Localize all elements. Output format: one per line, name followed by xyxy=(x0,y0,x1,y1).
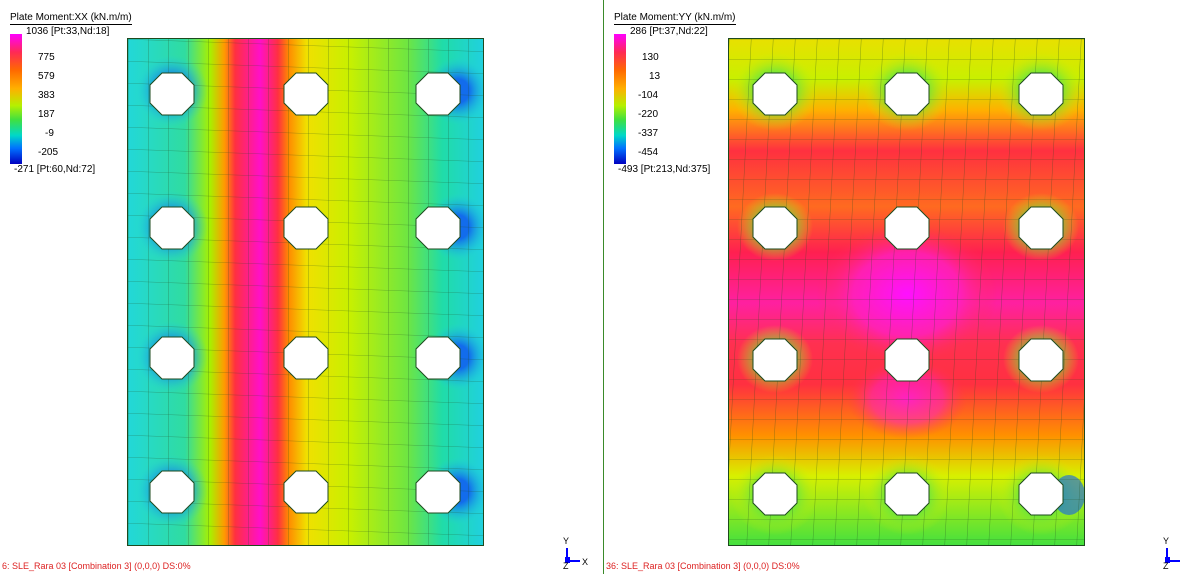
right-legend-max: 286 [Pt:37,Nd:22] xyxy=(630,26,708,37)
right-legend-title: Plate Moment:YY (kN.m/m) xyxy=(614,12,736,25)
right-viewport[interactable]: Plate Moment:YY (kN.m/m) 286 [Pt:37,Nd:2… xyxy=(604,0,1194,574)
left-legend-tick-5: -9 xyxy=(45,128,54,139)
left-legend-tick-4: 187 xyxy=(38,109,55,120)
left-legend-tick-2: 579 xyxy=(38,71,55,82)
left-legend-title: Plate Moment:XX (kN.m/m) xyxy=(10,12,132,25)
left-status-footer: 6: SLE_Rara 03 [Combination 3] (0,0,0) D… xyxy=(2,561,191,571)
right-axis-triad-icon: Y Z xyxy=(1160,536,1188,571)
right-color-scale xyxy=(614,34,626,164)
left-legend-min: -271 [Pt:60,Nd:72] xyxy=(14,164,96,175)
left-color-scale xyxy=(10,34,22,164)
left-legend-tick-3: 383 xyxy=(38,90,55,101)
left-legend-tick-6: -205 xyxy=(38,147,59,158)
right-legend-min: -493 [Pt:213,Nd:375] xyxy=(618,164,711,175)
right-status-footer: 36: SLE_Rara 03 [Combination 3] (0,0,0) … xyxy=(606,561,800,571)
left-axis-x-label: X xyxy=(582,557,589,567)
left-contour-plot[interactable] xyxy=(127,38,484,546)
right-legend-tick-3: -104 xyxy=(638,90,659,101)
left-contour-svg xyxy=(128,39,483,545)
right-legend-tick-5: -337 xyxy=(638,128,659,139)
right-axis-z-label: Z xyxy=(1163,561,1169,571)
right-legend-tick-2: 13 xyxy=(649,71,661,82)
left-axis-triad-icon: Y Z X xyxy=(560,536,589,571)
right-axis-y-label: Y xyxy=(1163,536,1170,546)
left-axis-y-label: Y xyxy=(563,536,570,546)
right-legend-tick-6: -454 xyxy=(638,147,659,158)
viewport-divider[interactable] xyxy=(603,0,604,574)
right-contour-svg xyxy=(729,39,1084,545)
right-contour-plot[interactable] xyxy=(728,38,1085,546)
right-legend-tick-4: -220 xyxy=(638,109,659,120)
left-viewport[interactable]: Plate Moment:XX (kN.m/m) 1036 [Pt:33,Nd:… xyxy=(0,0,603,574)
left-axis-z-label: Z xyxy=(563,561,569,571)
left-legend-tick-1: 775 xyxy=(38,52,55,63)
left-legend-max: 1036 [Pt:33,Nd:18] xyxy=(26,26,110,37)
right-legend-tick-1: 130 xyxy=(642,52,659,63)
